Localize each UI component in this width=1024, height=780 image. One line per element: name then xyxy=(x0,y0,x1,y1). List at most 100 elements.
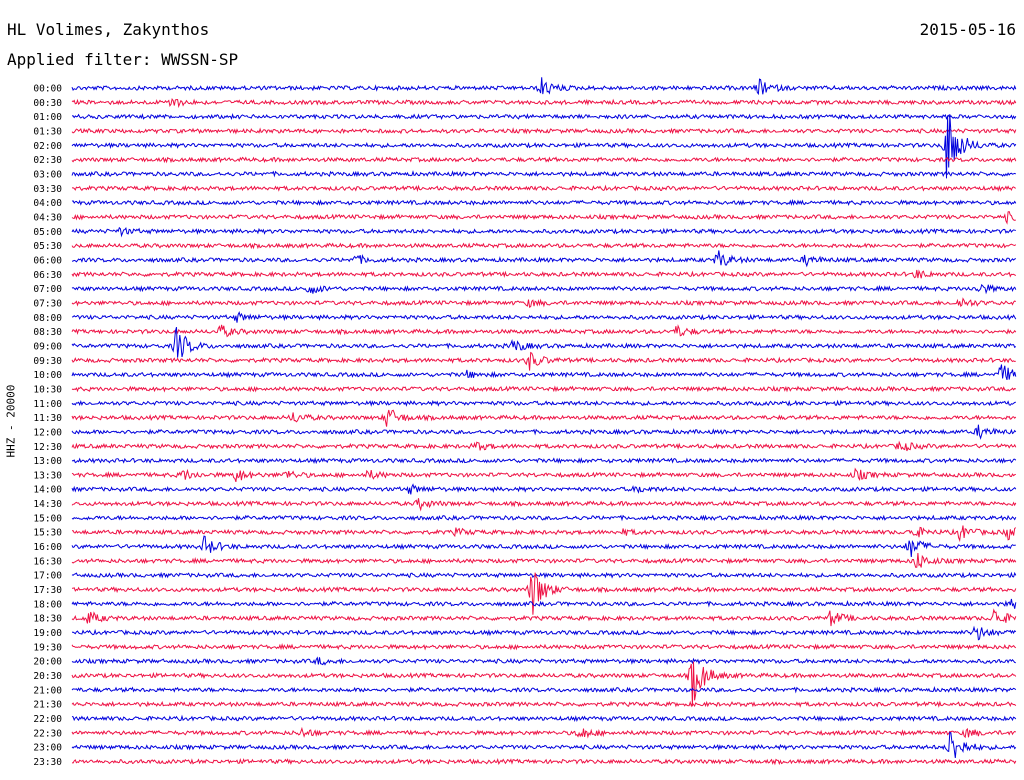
filter-label: Applied filter: WWSSN-SP xyxy=(7,50,239,69)
trace-0500 xyxy=(71,226,1016,238)
row-label-2330: 23:30 xyxy=(33,757,62,768)
trace-1900 xyxy=(71,625,1017,641)
seismogram-traces xyxy=(71,77,1017,766)
row-label-1630: 16:30 xyxy=(33,556,62,567)
trace-0300 xyxy=(71,170,1017,178)
row-time-labels: 00:00 00:30 01:00 01:30 02:00 02:30 03:00 03:30… xyxy=(33,84,62,769)
trace-1600 xyxy=(71,535,1016,558)
trace-1400 xyxy=(71,483,1017,495)
trace-1130 xyxy=(71,409,1017,427)
row-label-0400: 04:00 xyxy=(33,198,62,209)
trace-0700 xyxy=(71,283,1017,295)
trace-0100 xyxy=(71,113,1017,121)
row-label-0700: 07:00 xyxy=(33,284,62,295)
trace-1830 xyxy=(71,608,1017,627)
trace-1200 xyxy=(71,424,1017,440)
trace-2000 xyxy=(71,656,1016,666)
row-label-0800: 08:00 xyxy=(33,313,62,324)
row-label-1430: 14:30 xyxy=(33,499,62,510)
row-label-0200: 02:00 xyxy=(33,141,62,152)
row-label-0330: 03:30 xyxy=(33,184,62,195)
trace-0630 xyxy=(71,269,1017,279)
row-label-0130: 01:30 xyxy=(33,126,62,137)
trace-2230 xyxy=(71,726,1017,739)
trace-0530 xyxy=(71,242,1017,250)
trace-1730 xyxy=(71,572,1017,615)
trace-1700 xyxy=(71,571,1017,579)
row-label-0300: 03:00 xyxy=(33,169,62,180)
trace-1000 xyxy=(71,364,1017,381)
row-label-0030: 00:30 xyxy=(33,98,62,109)
trace-0600 xyxy=(71,250,1017,268)
trace-0000 xyxy=(71,77,1017,96)
trace-1530 xyxy=(71,525,1017,543)
row-label-1900: 19:00 xyxy=(33,628,62,639)
row-label-0230: 02:30 xyxy=(33,155,62,166)
row-label-1330: 13:30 xyxy=(33,470,62,481)
row-label-1200: 12:00 xyxy=(33,427,62,438)
date-label: 2015-05-16 xyxy=(919,20,1016,39)
row-label-1030: 10:30 xyxy=(33,384,62,395)
trace-1500 xyxy=(71,514,1017,522)
row-label-0930: 09:30 xyxy=(33,356,62,367)
row-label-0830: 08:30 xyxy=(33,327,62,338)
row-label-2000: 20:00 xyxy=(33,657,62,668)
trace-1030 xyxy=(71,385,1017,393)
trace-2100 xyxy=(71,686,1017,694)
trace-2330 xyxy=(71,757,1017,766)
trace-0430 xyxy=(71,210,1016,225)
trace-1630 xyxy=(71,553,1017,568)
row-label-2300: 23:00 xyxy=(33,743,62,754)
row-label-2100: 21:00 xyxy=(33,685,62,696)
row-label-1100: 11:00 xyxy=(33,399,62,410)
trace-2200 xyxy=(71,714,1017,723)
row-label-2200: 22:00 xyxy=(33,714,62,725)
row-label-1500: 15:00 xyxy=(33,513,62,524)
trace-2300 xyxy=(71,731,1017,758)
row-label-2130: 21:30 xyxy=(33,700,62,711)
row-label-1800: 18:00 xyxy=(33,599,62,610)
trace-1230 xyxy=(71,440,1017,452)
station-title: HL Volimes, Zakynthos xyxy=(7,20,210,39)
row-label-0600: 06:00 xyxy=(33,255,62,266)
row-label-1000: 10:00 xyxy=(33,370,62,381)
row-label-0630: 06:30 xyxy=(33,270,62,281)
trace-1800 xyxy=(71,598,1017,609)
row-label-1930: 19:30 xyxy=(33,642,62,653)
trace-2030 xyxy=(71,661,1017,707)
trace-0330 xyxy=(71,184,1017,192)
row-label-2030: 20:30 xyxy=(33,671,62,682)
trace-1430 xyxy=(71,498,1017,512)
trace-0730 xyxy=(71,297,1017,308)
row-label-1700: 17:00 xyxy=(33,571,62,582)
row-label-2230: 22:30 xyxy=(33,728,62,739)
row-label-0530: 05:30 xyxy=(33,241,62,252)
trace-0930 xyxy=(71,351,1016,371)
row-label-1130: 11:30 xyxy=(33,413,62,424)
trace-1100 xyxy=(71,399,1016,407)
trace-0900 xyxy=(71,326,1017,358)
trace-0830 xyxy=(71,324,1017,338)
trace-0230 xyxy=(71,156,1017,164)
row-label-1400: 14:00 xyxy=(33,485,62,496)
row-label-0430: 04:30 xyxy=(33,212,62,223)
row-label-1600: 16:00 xyxy=(33,542,62,553)
row-label-1300: 13:00 xyxy=(33,456,62,467)
row-label-1830: 18:30 xyxy=(33,614,62,625)
trace-1300 xyxy=(71,457,1017,465)
trace-0800 xyxy=(71,310,1017,323)
trace-1930 xyxy=(71,643,1017,651)
trace-0030 xyxy=(71,98,1017,109)
row-label-0000: 00:00 xyxy=(33,84,62,95)
row-label-1730: 17:30 xyxy=(33,585,62,596)
trace-1330 xyxy=(71,467,1016,483)
row-label-0100: 01:00 xyxy=(33,112,62,123)
trace-0400 xyxy=(71,198,1017,207)
row-label-0500: 05:00 xyxy=(33,227,62,238)
row-label-0900: 09:00 xyxy=(33,341,62,352)
trace-2130 xyxy=(71,700,1017,708)
row-label-0730: 07:30 xyxy=(33,298,62,309)
trace-0200 xyxy=(71,114,1017,179)
trace-0130 xyxy=(71,127,1017,135)
